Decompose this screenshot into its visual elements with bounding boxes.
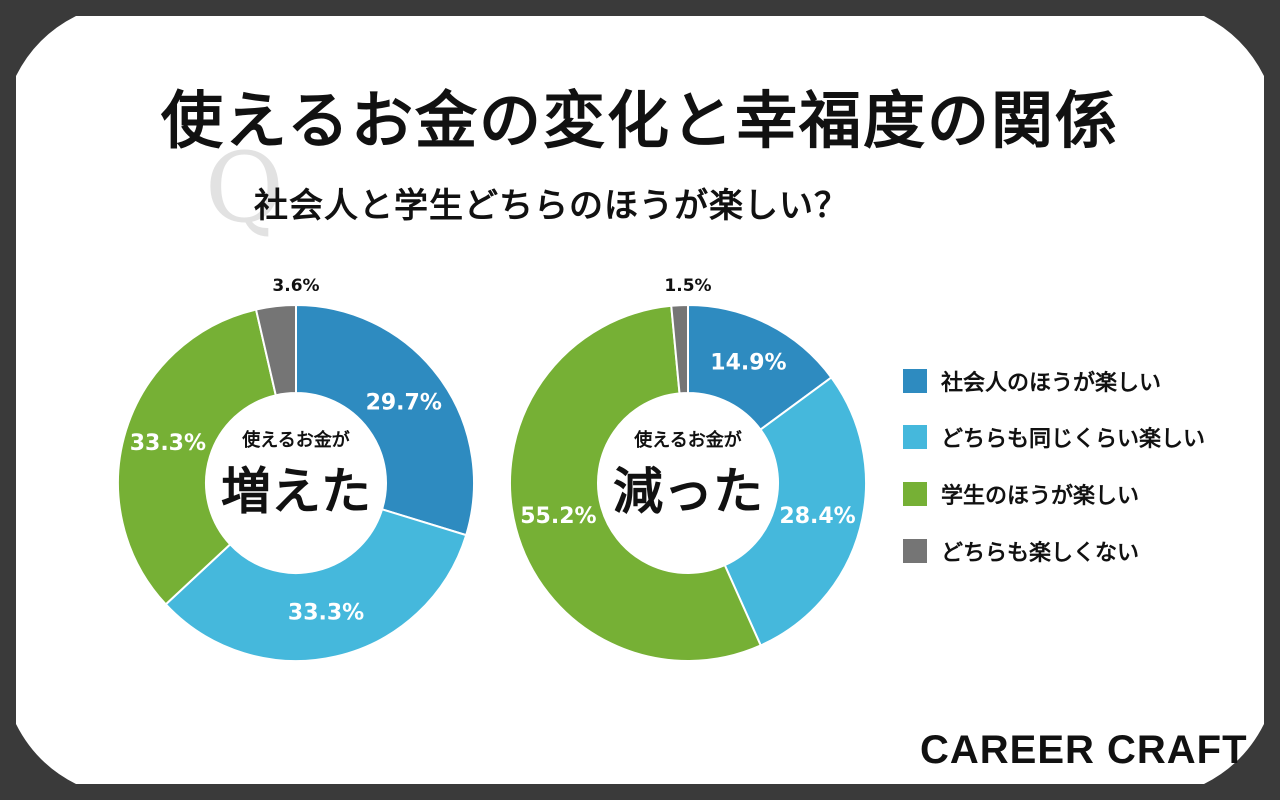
donut-1-slice-2 [509, 304, 763, 662]
legend-swatch [903, 369, 927, 393]
donut-1-center-title: 減った [613, 463, 763, 521]
donut-1-data-label-2: 55.2% [520, 504, 596, 529]
donut-0-slice-3 [254, 303, 297, 397]
legend-label: どちらも同じくらい楽しい [941, 427, 1206, 452]
corner-notch-bottom-left [16, 724, 76, 784]
legend-item-same: どちらも同じくらい楽しい [903, 422, 1205, 452]
legend-label: 社会人のほうが楽しい [941, 371, 1162, 396]
legend-item-working: 社会人のほうが楽しい [903, 366, 1161, 396]
corner-notch-top-left [16, 16, 76, 76]
donut-0-slice-2 [117, 308, 277, 606]
legend-swatch [903, 482, 927, 506]
donut-1-data-label-3: 1.5% [664, 276, 711, 296]
donut-0-slice-1 [164, 508, 468, 662]
donut-0-center-caption: 使えるお金が [241, 429, 349, 451]
corner-notch-top-right [1204, 16, 1264, 76]
donut-1-data-label-1: 28.4% [779, 504, 855, 529]
legend-label: 学生のほうが楽しい [941, 484, 1140, 509]
brand-logo: CAREER CRAFT [920, 728, 1248, 772]
donut-1-slice-1 [723, 376, 867, 647]
legend-swatch [903, 539, 927, 563]
donut-0-slice-0 [295, 303, 475, 537]
question-mark-decoration: Q [205, 132, 284, 244]
legend-item-student: 学生のほうが楽しい [903, 479, 1139, 509]
donut-0-data-label-2: 33.3% [130, 431, 206, 456]
donut-0-data-label-0: 29.7% [366, 390, 442, 415]
question-subtitle: 社会人と学生どちらのほうが楽しい？ [254, 186, 849, 226]
donut-1-slice-3 [670, 303, 689, 395]
legend-label: どちらも楽しくない [941, 541, 1140, 566]
donut-0-data-label-3: 3.6% [272, 276, 319, 296]
donut-1-center-caption: 使えるお金が [633, 429, 741, 451]
donut-0-center-title: 増えた [221, 463, 371, 521]
donut-1-data-label-0: 14.9% [710, 350, 786, 375]
page-title: 使えるお金の変化と幸福度の関係 [160, 84, 1120, 157]
corner-notch-bottom-right [1204, 724, 1264, 784]
legend-swatch [903, 425, 927, 449]
donut-0-data-label-1: 33.3% [288, 601, 364, 626]
legend-item-neither: どちらも楽しくない [903, 536, 1139, 566]
